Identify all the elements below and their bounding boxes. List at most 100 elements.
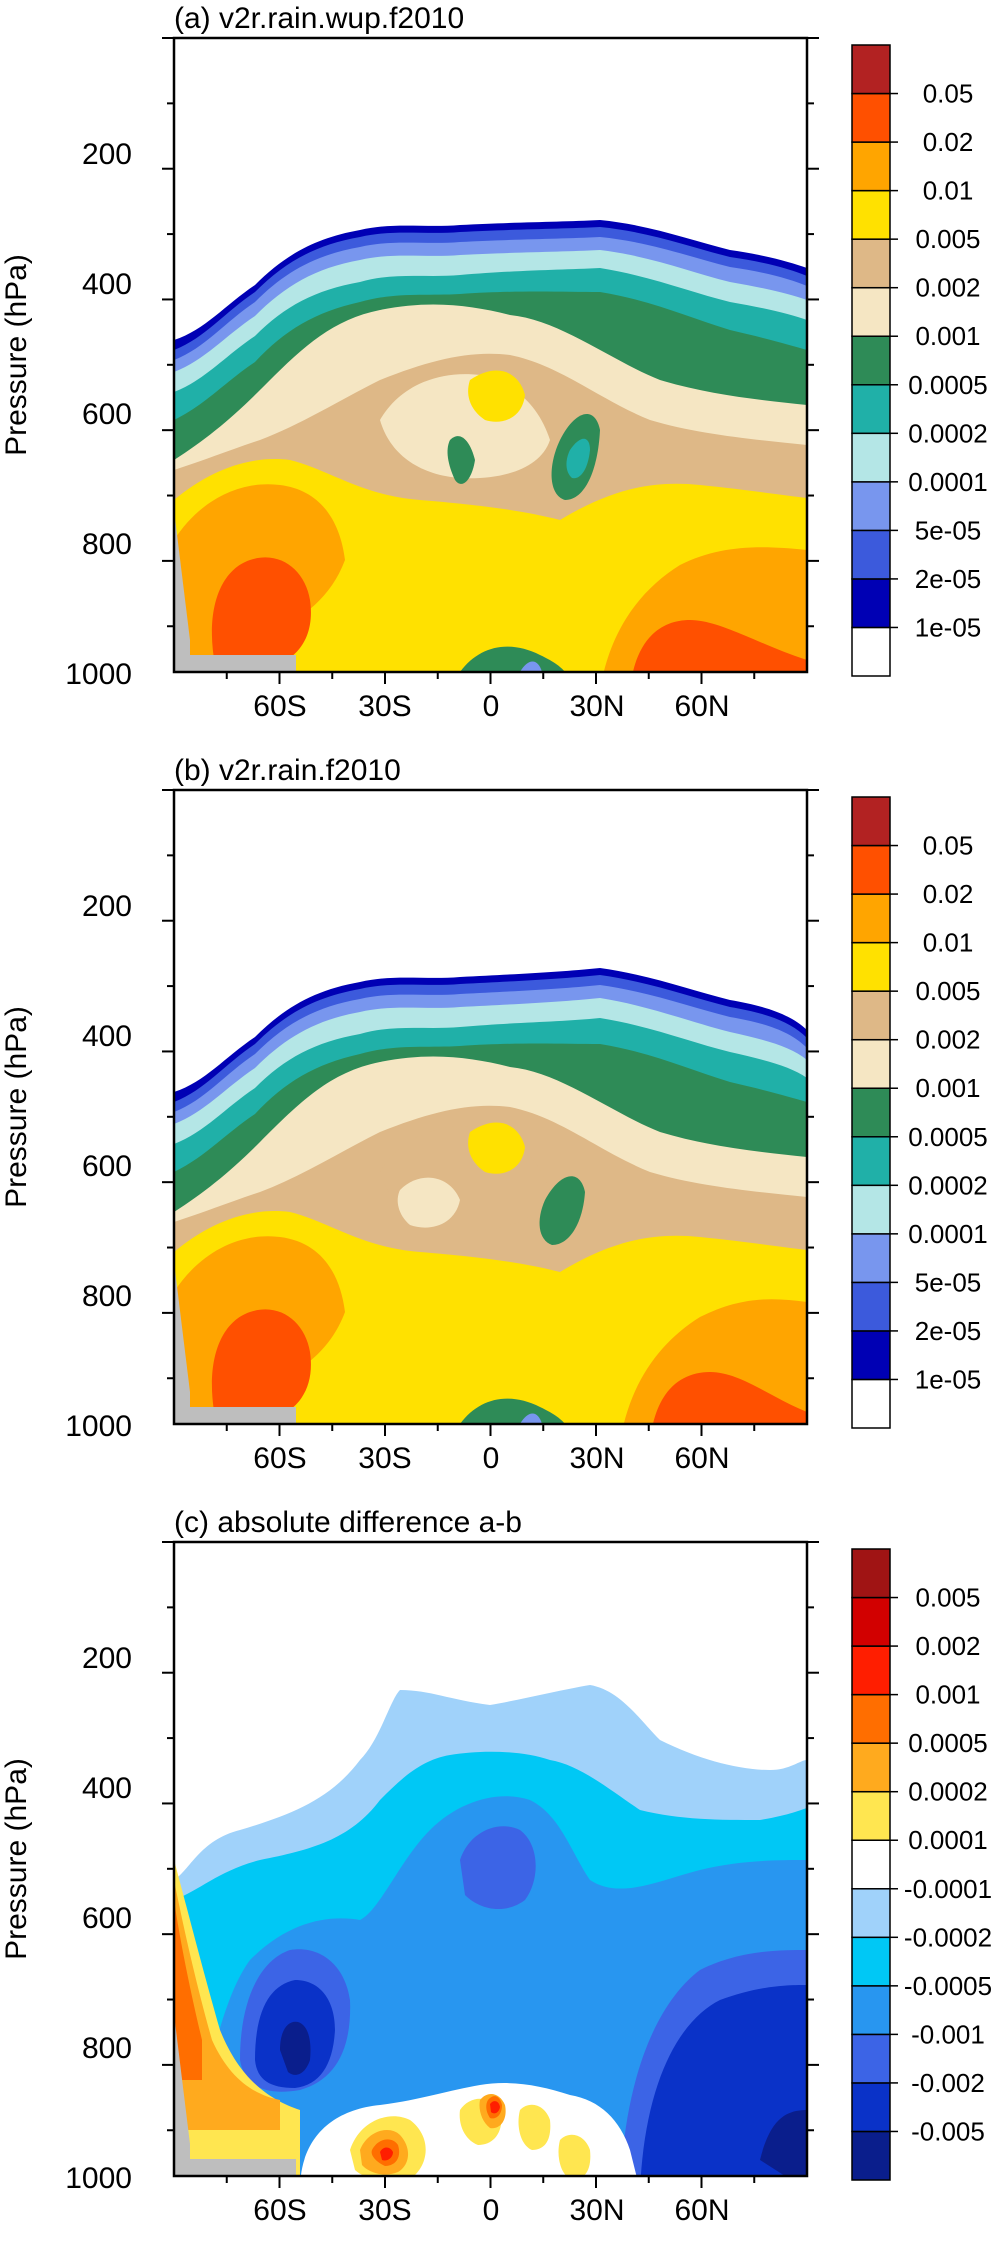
panel-a-band-0.0005-thin: [447, 436, 475, 484]
panel-c-x-ticks: 60S 30S 0 30N 60N: [253, 2194, 729, 2227]
panel-a-minor-ticks: [162, 37, 819, 684]
panel-a-band-0.01: [174, 484, 807, 672]
panel-a-xtick: 60S: [253, 690, 306, 723]
panel-b: (b) v2r.rain.f2010 Pressure (hPa): [0, 754, 988, 1475]
colorbar-box: [851, 432, 891, 483]
panel-a-ytick: 800: [82, 528, 132, 561]
panel-c-xtick: 0: [483, 2194, 500, 2227]
panel-c-title: (c) absolute difference a-b: [174, 1506, 522, 1539]
colorbar-box: [851, 286, 891, 337]
colorbar-box: [851, 529, 891, 580]
panel-b-missing-area: [174, 1407, 296, 1424]
colorbar-label: 0.02: [923, 127, 974, 157]
panel-a-band-0.005-cell: [468, 370, 525, 422]
colorbar-label: -0.0005: [904, 1971, 992, 2001]
colorbar-box: [851, 1548, 891, 1599]
panel-c-plot: [174, 1542, 807, 2176]
panel-a-plot: [174, 38, 807, 672]
colorbar-box: [851, 1839, 891, 1890]
panel-a-band-0.02: [212, 557, 807, 672]
panel-c-xtick: 60N: [674, 2194, 729, 2227]
panel-b-ytick: 400: [82, 1020, 132, 1053]
colorbar-box: [851, 1742, 891, 1793]
panel-a-xtick: 0: [483, 690, 500, 723]
colorbar-box: [851, 1330, 891, 1381]
panel-b-plot: [174, 790, 807, 1424]
colorbar-label: 0.05: [923, 831, 974, 861]
panel-b-x-ticks: 60S 30S 0 30N 60N: [253, 1442, 729, 1475]
colorbar-label: 0.0005: [908, 1122, 988, 1152]
colorbar-box: [851, 578, 891, 629]
colorbar-box: [851, 1985, 891, 2036]
colorbar-box: [851, 1645, 891, 1696]
colorbar-box: [851, 1281, 891, 1332]
colorbar-label: 0.001: [915, 1073, 980, 1103]
colorbar-label: 0.005: [915, 1583, 980, 1613]
colorbar-label: 0.0002: [908, 418, 988, 448]
colorbar-box: [851, 1596, 891, 1647]
panel-a-xtick: 30S: [358, 690, 411, 723]
panel-a-band-0.0002-cell: [566, 438, 590, 479]
colorbar-box: [851, 844, 891, 895]
colorbar-box: [851, 1038, 891, 1089]
panel-b-ytick: 600: [82, 1150, 132, 1183]
panel-c-band-neg-0.002: [255, 1980, 807, 2176]
colorbar-box: [851, 1378, 891, 1429]
panel-b-ytick: 200: [82, 890, 132, 923]
colorbar-label: -0.0001: [904, 1874, 992, 1904]
colorbar-box: [851, 1790, 891, 1841]
panel-b-band-0.005-cell: [468, 1122, 525, 1174]
panel-c-colorbar: -0.005 -0.002 -0.001 -0.0005 -0.0002 -0.0001 0…: [851, 1548, 992, 2181]
colorbar-box: [851, 1693, 891, 1744]
colorbar-label: 0.001: [915, 1680, 980, 1710]
panel-c-xtick: 30S: [358, 2194, 411, 2227]
panel-a: (a) v2r.rain.wup.f2010 Pressu: [0, 2, 988, 723]
panel-b-ytick: 1000: [65, 1410, 132, 1443]
panel-a-xtick: 30N: [569, 690, 624, 723]
colorbar-label: 0.002: [915, 1631, 980, 1661]
panel-b-minor-ticks: [162, 789, 819, 1436]
panel-b-band-0.0005-cell: [539, 1176, 585, 1245]
panel-a-ytick: 200: [82, 138, 132, 171]
colorbar-label: 0.01: [923, 176, 974, 206]
colorbar-label: 0.0001: [908, 1825, 988, 1855]
panel-b-band-0.001-cell: [397, 1177, 460, 1228]
panel-b-xtick: 0: [483, 1442, 500, 1475]
colorbar-label: 0.0005: [908, 370, 988, 400]
panel-c-ytick: 400: [82, 1772, 132, 1805]
panel-a-missing-area: [174, 655, 296, 672]
colorbar-label: -0.002: [911, 2068, 985, 2098]
colorbar-label: 0.005: [915, 224, 980, 254]
panel-b-title: (b) v2r.rain.f2010: [174, 754, 401, 787]
colorbar-box: [851, 335, 891, 386]
colorbar-box: [851, 941, 891, 992]
colorbar-box: [851, 238, 891, 289]
panel-b-surface-0.0001: [520, 1413, 542, 1424]
colorbar-box: [851, 92, 891, 143]
colorbar-box: [851, 796, 891, 847]
panel-b-colorbar: 1e-05 2e-05 5e-05 0.0001 0.0002 0.0005 0.001 0.…: [851, 796, 988, 1429]
colorbar-box: [851, 141, 891, 192]
panel-c-missing-edge: [174, 2014, 190, 2176]
colorbar-label: 2e-05: [915, 1316, 982, 1346]
colorbar-box: [851, 2130, 891, 2181]
colorbar-label: 0.02: [923, 879, 974, 909]
colorbar-box: [851, 481, 891, 532]
panel-c-band-pos-0.001: [380, 2101, 500, 2161]
panel-a-xtick: 60N: [674, 690, 729, 723]
panel-b-ytick: 800: [82, 1280, 132, 1313]
colorbar-box: [851, 384, 891, 435]
colorbar-box: [851, 44, 891, 95]
panel-c-ytick: 800: [82, 2032, 132, 2065]
panel-b-xtick: 60S: [253, 1442, 306, 1475]
panel-c-band-pos-0.0002: [174, 1880, 506, 2175]
panel-a-y-ticks: 200 400 600 800 1000: [65, 138, 132, 691]
panel-a-missing-edge: [174, 510, 190, 672]
panel-c-ytick: 600: [82, 1902, 132, 1935]
panel-b-missing-edge: [174, 1262, 190, 1424]
colorbar-label: 1e-05: [915, 1364, 982, 1394]
panel-c-band-pos-0.0001: [174, 1860, 591, 2176]
colorbar-label: 0.001: [915, 321, 980, 351]
colorbar-label: 0.0005: [908, 1728, 988, 1758]
panel-a-colorbar: 1e-05 2e-05 5e-05 0.0001 0.0002 0.0005 0.001 0.…: [851, 44, 988, 677]
